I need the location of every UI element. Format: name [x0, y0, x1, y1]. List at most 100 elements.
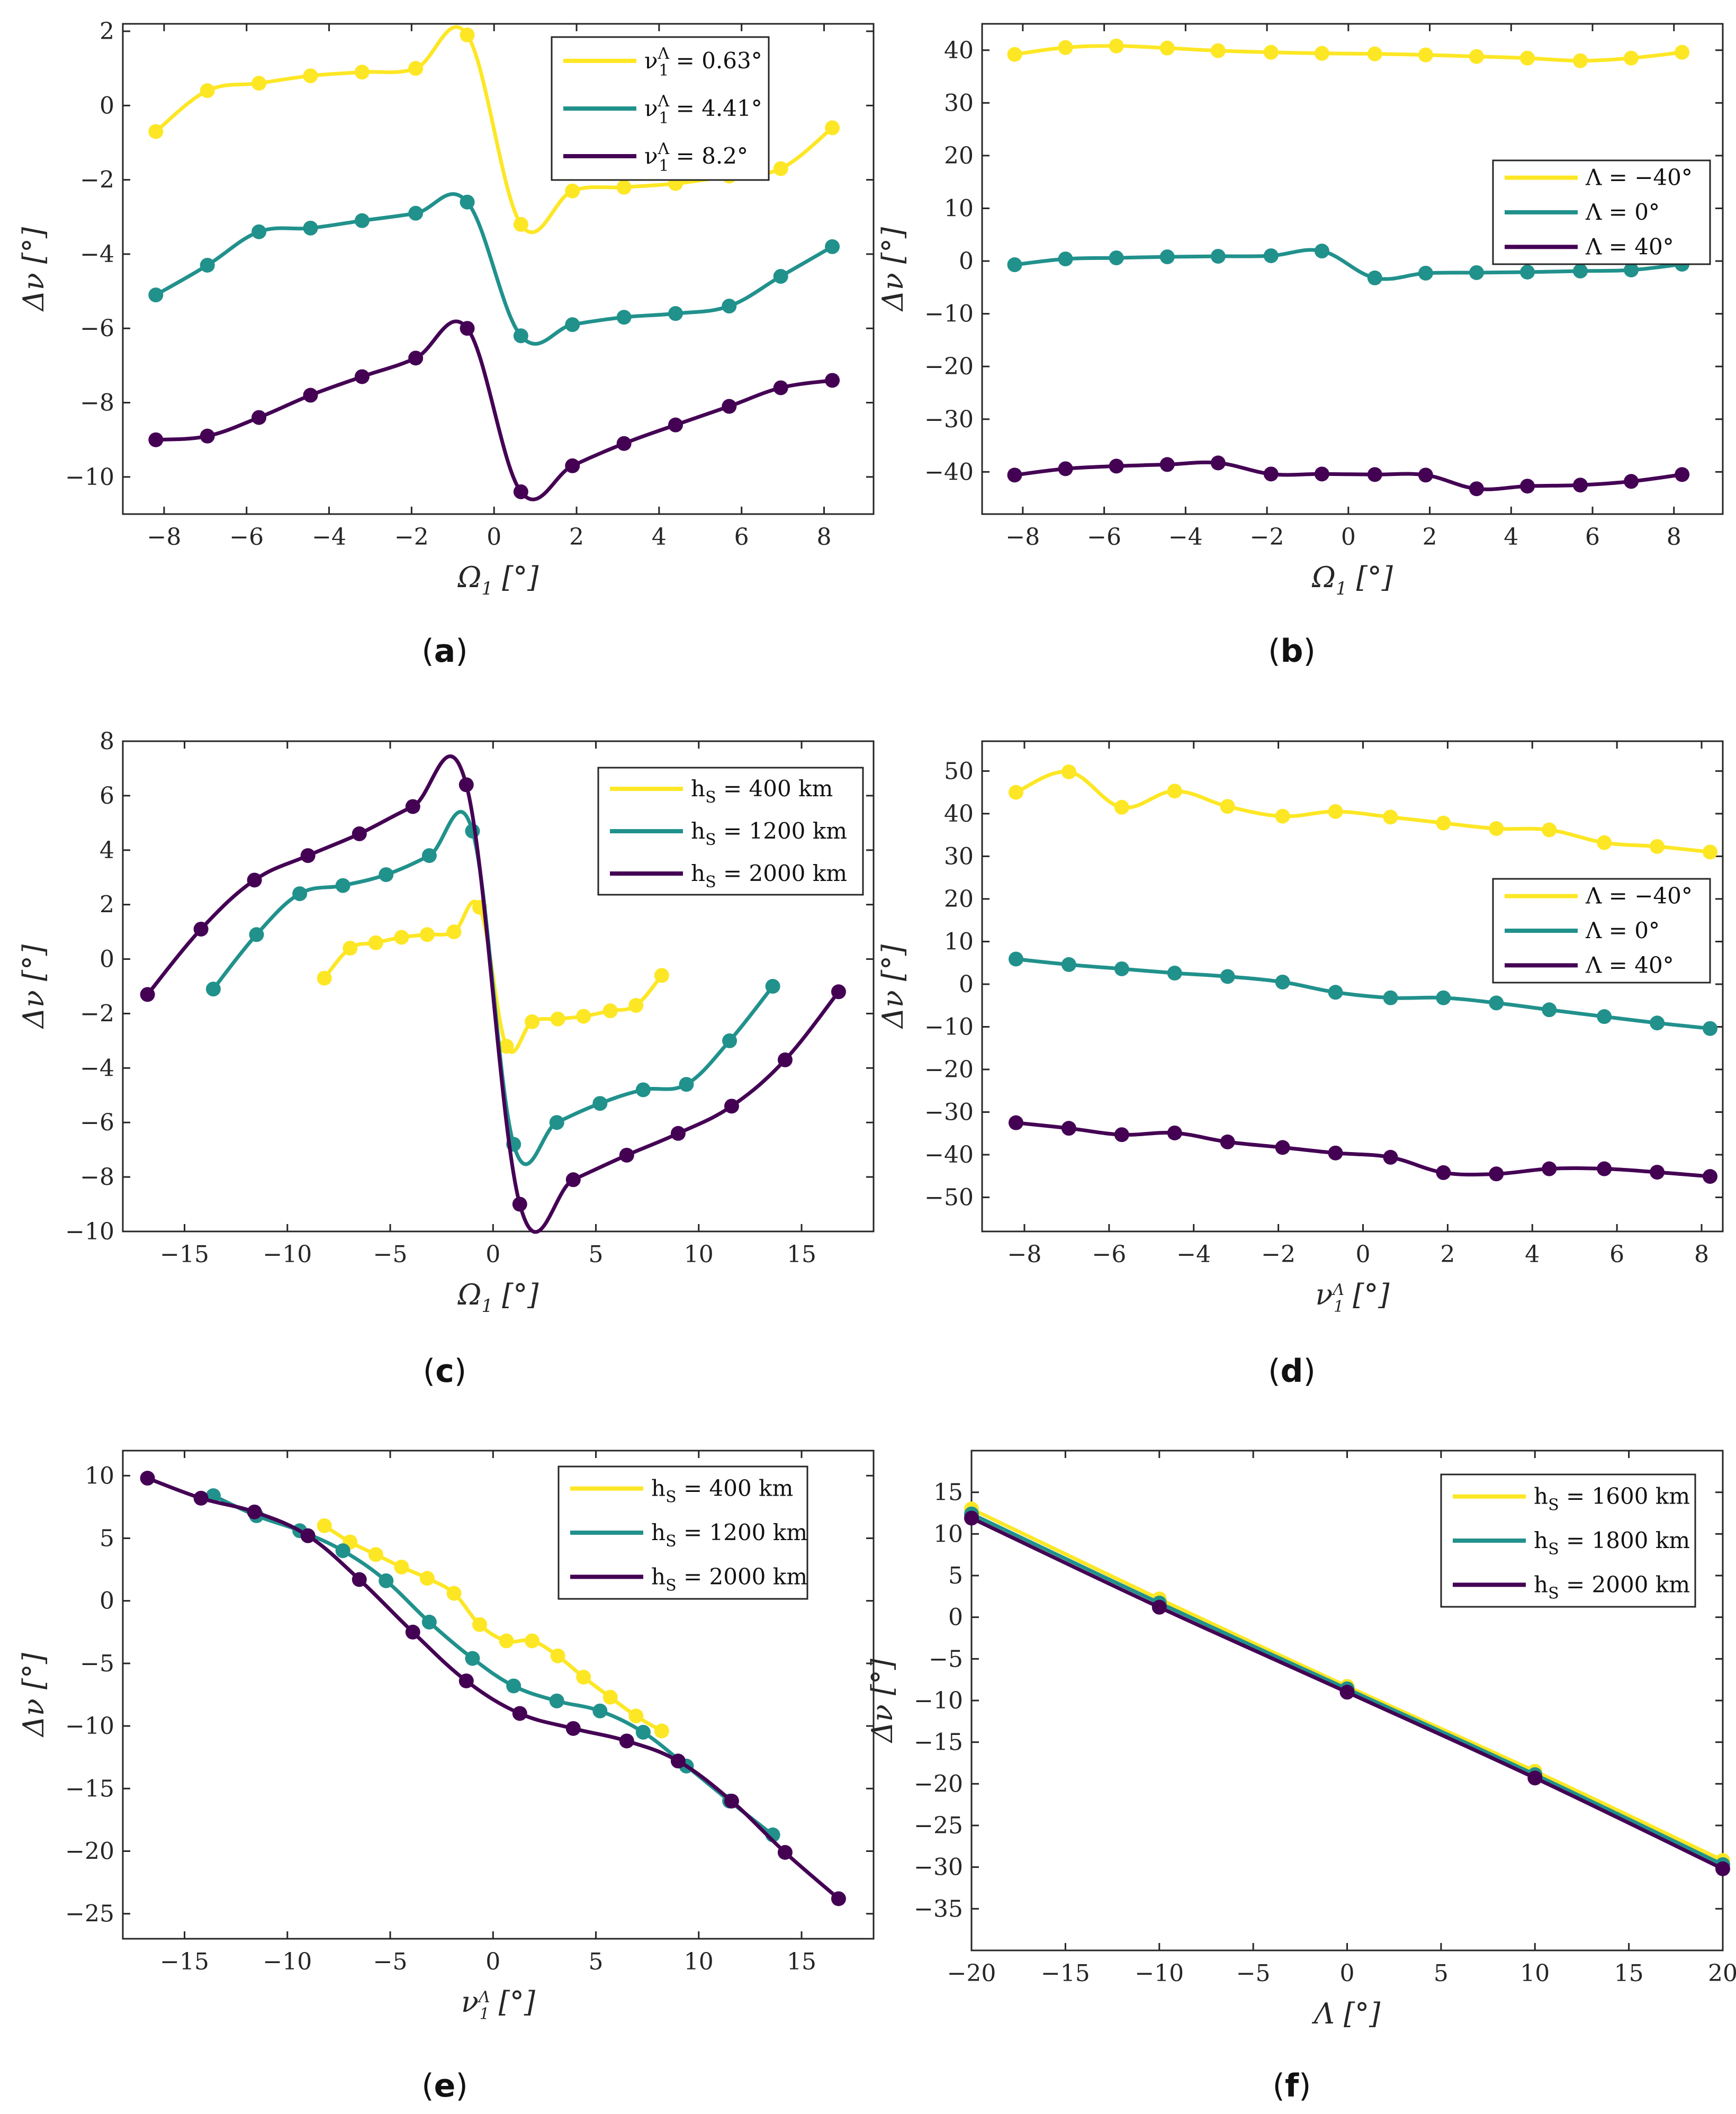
x-tick-label: 2 [1423, 524, 1437, 551]
y-tick-label: 8 [100, 728, 114, 755]
data-point [446, 924, 462, 940]
legend-entry: hS = 2000 km [651, 1563, 807, 1595]
data-point [1114, 799, 1129, 815]
legend-entry: hS = 2000 km [691, 860, 847, 892]
x-tick-label: 2 [1440, 1241, 1455, 1268]
legend-entry: hS = 1800 km [1534, 1527, 1690, 1559]
data-point [394, 1559, 409, 1575]
x-tick-label: 0 [1341, 524, 1356, 551]
data-point [1058, 40, 1073, 55]
data-point [335, 878, 350, 893]
data-point [408, 61, 424, 76]
y-tick-label: 10 [85, 1462, 114, 1489]
data-point [1263, 466, 1279, 482]
data-point [1058, 461, 1073, 476]
y-tick-label: −4 [80, 1055, 114, 1082]
x-tick-label: 0 [487, 524, 501, 551]
data-point [1469, 481, 1484, 497]
data-point [303, 388, 318, 403]
data-point [1520, 264, 1535, 280]
x-tick-label: 2 [569, 524, 584, 551]
x-tick-label: −4 [1176, 1241, 1211, 1268]
y-tick-label: 0 [959, 971, 974, 998]
data-point [565, 458, 580, 473]
y-axis-title: Δν [°] [17, 227, 50, 312]
legend-entry: νΛ 1 = 0.63° [644, 44, 762, 80]
data-point [421, 848, 437, 863]
y-tick-label: −5 [80, 1650, 114, 1677]
data-point [576, 1669, 591, 1685]
x-tick-label: 8 [817, 524, 832, 551]
x-tick-label: 6 [734, 524, 749, 551]
data-point [1367, 46, 1382, 61]
data-point [251, 410, 267, 425]
data-point [1159, 40, 1175, 56]
y-tick-label: 0 [100, 1588, 114, 1615]
panel-caption: (c) [423, 1353, 466, 1390]
series-line-2 [155, 192, 833, 346]
y-tick-label: 6 [100, 782, 114, 809]
panel-caption: (b) [1268, 633, 1316, 670]
y-tick-label: 5 [948, 1562, 963, 1589]
y-tick-label: −6 [80, 315, 114, 342]
data-point [1436, 990, 1451, 1005]
data-point [592, 1703, 608, 1719]
data-point [1597, 835, 1612, 850]
data-point [317, 1518, 332, 1533]
x-tick-label: −10 [263, 1948, 312, 1975]
x-tick-label: −8 [1005, 524, 1040, 551]
data-point [1597, 1161, 1612, 1176]
x-tick-label: 6 [1609, 1241, 1624, 1268]
data-point [1114, 1127, 1129, 1143]
axes-frame [981, 23, 1724, 515]
y-axis-title: Δν [°] [876, 227, 910, 312]
data-point [379, 867, 394, 883]
data-point [193, 1490, 209, 1506]
data-point [1314, 46, 1329, 61]
data-point [458, 777, 474, 793]
legend-entry: Λ = −40° [1585, 165, 1693, 191]
data-point [549, 1693, 564, 1708]
data-point [1159, 457, 1175, 472]
data-point [616, 179, 632, 195]
data-point [1275, 808, 1290, 824]
data-point [458, 1673, 474, 1688]
data-point [408, 205, 424, 221]
chart-panel-a: −8 −6 −4 −2 0 2 4 6 8 −10 −8 −6 −4 −2 0 2 Ω1 [°] Δν [°] νΛ… [17, 18, 875, 670]
x-tick-label: 0 [485, 1241, 500, 1268]
data-point [1114, 961, 1129, 976]
y-tick-label: −20 [914, 1770, 963, 1797]
data-point [592, 1096, 608, 1111]
y-tick-label: 2 [100, 18, 114, 45]
data-point [1263, 248, 1279, 264]
data-point [1061, 764, 1076, 779]
y-tick-label: −30 [924, 1099, 974, 1126]
y-axis-title: Δν [°] [17, 944, 50, 1029]
data-point [1275, 974, 1290, 989]
series-line-1 [1014, 44, 1683, 63]
data-point [1008, 951, 1023, 967]
x-tick-label: −20 [947, 1960, 996, 1987]
series-line-2 [1014, 248, 1683, 281]
legend-entry: hS = 2000 km [1534, 1571, 1690, 1603]
data-point [777, 1052, 793, 1067]
data-point [1061, 957, 1076, 972]
data-point [1624, 474, 1639, 489]
data-point [352, 826, 367, 841]
data-point [724, 1793, 739, 1809]
data-point [1650, 1015, 1665, 1031]
data-point [1383, 990, 1398, 1005]
data-point [1167, 1125, 1182, 1140]
x-tick-label: 5 [1434, 1960, 1449, 1987]
data-point [1109, 458, 1124, 474]
x-tick-label: −2 [1250, 524, 1284, 551]
y-tick-label: 10 [944, 195, 974, 222]
x-tick-label: 8 [1694, 1241, 1709, 1268]
data-point [635, 1082, 651, 1098]
x-tick-label: 0 [1340, 1960, 1355, 1987]
data-point [193, 921, 209, 937]
data-point [513, 217, 528, 232]
legend-entry: hS = 1200 km [651, 1519, 807, 1551]
y-tick-label: 40 [944, 37, 974, 64]
data-point [1527, 1770, 1543, 1786]
